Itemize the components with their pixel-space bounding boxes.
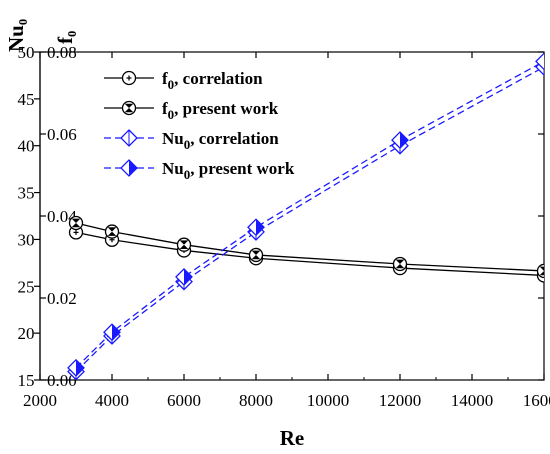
- x-tick-label: 16000: [523, 391, 550, 410]
- x-tick-label: 8000: [239, 391, 273, 410]
- legend-item: Nu0, present work: [104, 159, 295, 182]
- nu0-tick-label: 50: [18, 43, 35, 62]
- x-tick-label: 12000: [379, 391, 422, 410]
- legend-marker: [121, 100, 137, 116]
- legend-label: Nu0, correlation: [162, 129, 279, 152]
- f0-axis-title: f₀: [53, 31, 77, 44]
- series-circle-plus: [68, 225, 544, 283]
- data-point: [536, 263, 544, 279]
- data-point: [535, 52, 544, 71]
- legend-label: f0, correlation: [162, 69, 263, 92]
- nu0-axis: 15 20 25 30 35 40 45 50: [18, 43, 40, 390]
- legend-label: Nu0, present work: [162, 159, 295, 182]
- nu0-axis-title: Nu₀: [4, 19, 28, 52]
- data-point: [68, 215, 84, 231]
- data-point: [67, 358, 85, 377]
- legend-item: Nu0, correlation: [104, 129, 279, 152]
- x-axis-title: Re: [280, 426, 305, 450]
- nu0-tick-label: 30: [18, 230, 35, 249]
- legend-label: f0, present work: [162, 99, 279, 122]
- data-point: [176, 237, 192, 252]
- nu0-tick-label: 35: [18, 184, 35, 203]
- series-line: [75, 66, 544, 373]
- legend-marker: [120, 159, 138, 177]
- series-diamond-filled: [67, 52, 544, 377]
- data-point: [247, 218, 265, 237]
- legend-marker: [121, 70, 137, 86]
- x-tick-label: 10000: [307, 391, 350, 410]
- x-tick-label: 4000: [95, 391, 129, 410]
- x-axis: 2000 4000 6000 8000 10000 12000 14000 16000: [23, 52, 550, 410]
- series-diamond-open: [67, 58, 544, 380]
- f0-tick-label: 0.00: [47, 371, 77, 390]
- data-point: [392, 256, 408, 272]
- series-line: [75, 222, 544, 272]
- x-tick-label: 6000: [167, 391, 201, 410]
- nu0-tick-label: 40: [18, 137, 35, 156]
- x-tick-label: 2000: [23, 391, 57, 410]
- series-layer: [67, 52, 544, 380]
- legend-item: f0, present work: [104, 99, 279, 122]
- data-point: [103, 323, 121, 342]
- legend-item: f0, correlation: [104, 69, 263, 92]
- x-tick-label: 14000: [451, 391, 494, 410]
- nu0-tick-label: 25: [18, 277, 35, 296]
- series-circle-hourglass: [68, 215, 544, 279]
- nu0-tick-label: 45: [18, 90, 35, 109]
- legend-marker: [120, 129, 138, 147]
- data-point: [248, 247, 264, 263]
- f0-tick-label: 0.08: [47, 43, 77, 62]
- f0-tick-label: 0.06: [47, 125, 77, 144]
- data-point: [391, 131, 409, 150]
- data-point: [175, 267, 193, 286]
- series-line: [75, 60, 544, 369]
- f0-tick-label: 0.02: [47, 289, 77, 308]
- legend: f0, correlation f0, present work Nu0, corr…: [104, 69, 295, 182]
- data-point: [104, 224, 120, 239]
- nu0-tick-label: 15: [18, 371, 35, 390]
- series-line: [75, 231, 544, 277]
- nu0-tick-label: 20: [18, 324, 35, 343]
